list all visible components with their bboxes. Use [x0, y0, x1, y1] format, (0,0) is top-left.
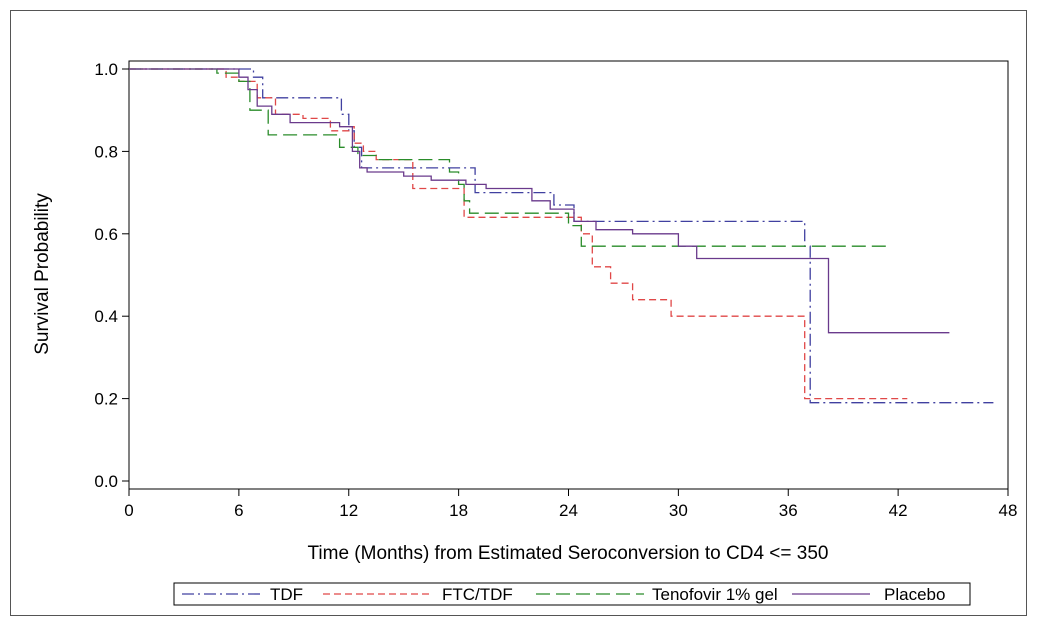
legend-label-ftc-tdf: FTC/TDF [442, 585, 513, 604]
legend: TDF FTC/TDF Tenofovir 1% gel Placebo [173, 582, 971, 606]
x-tick-label: 6 [234, 501, 243, 520]
outer-border [10, 10, 1027, 616]
legend-box [173, 582, 971, 606]
x-tick-label: 0 [124, 501, 133, 520]
y-tick-label: 0.0 [94, 472, 118, 491]
y-tick-label: 1.0 [94, 60, 118, 79]
series-line-tdf [129, 68, 994, 404]
plot-area: 0.0 0.2 0.4 0.6 0.8 1.0 0 6 12 18 24 30 36 42 48 [94, 60, 1017, 520]
x-tick-label: 12 [339, 501, 358, 520]
legend-label-placebo: Placebo [884, 585, 945, 604]
series-line-placebo [129, 68, 950, 334]
plot-frame [128, 60, 1009, 490]
x-tick-label: 18 [449, 501, 468, 520]
y-axis-title: Survival Probability [32, 193, 53, 355]
legend-label-tenofovir-1-gel: Tenofovir 1% gel [652, 585, 778, 604]
series-line-tenofovir-1-gel [129, 68, 889, 247]
x-tick-label: 36 [779, 501, 798, 520]
y-tick-label: 0.6 [94, 225, 118, 244]
legend-label-tdf: TDF [270, 585, 303, 604]
x-tick-label: 48 [999, 501, 1018, 520]
x-tick-label: 42 [889, 501, 908, 520]
series-line-ftc-tdf [129, 68, 908, 400]
x-axis-title: Time (Months) from Estimated Seroconvers… [308, 543, 829, 564]
x-tick-label: 24 [559, 501, 578, 520]
x-tick-label: 30 [669, 501, 688, 520]
y-tick-label: 0.8 [94, 142, 118, 161]
y-tick-label: 0.4 [94, 307, 118, 326]
y-tick-label: 0.2 [94, 390, 118, 409]
